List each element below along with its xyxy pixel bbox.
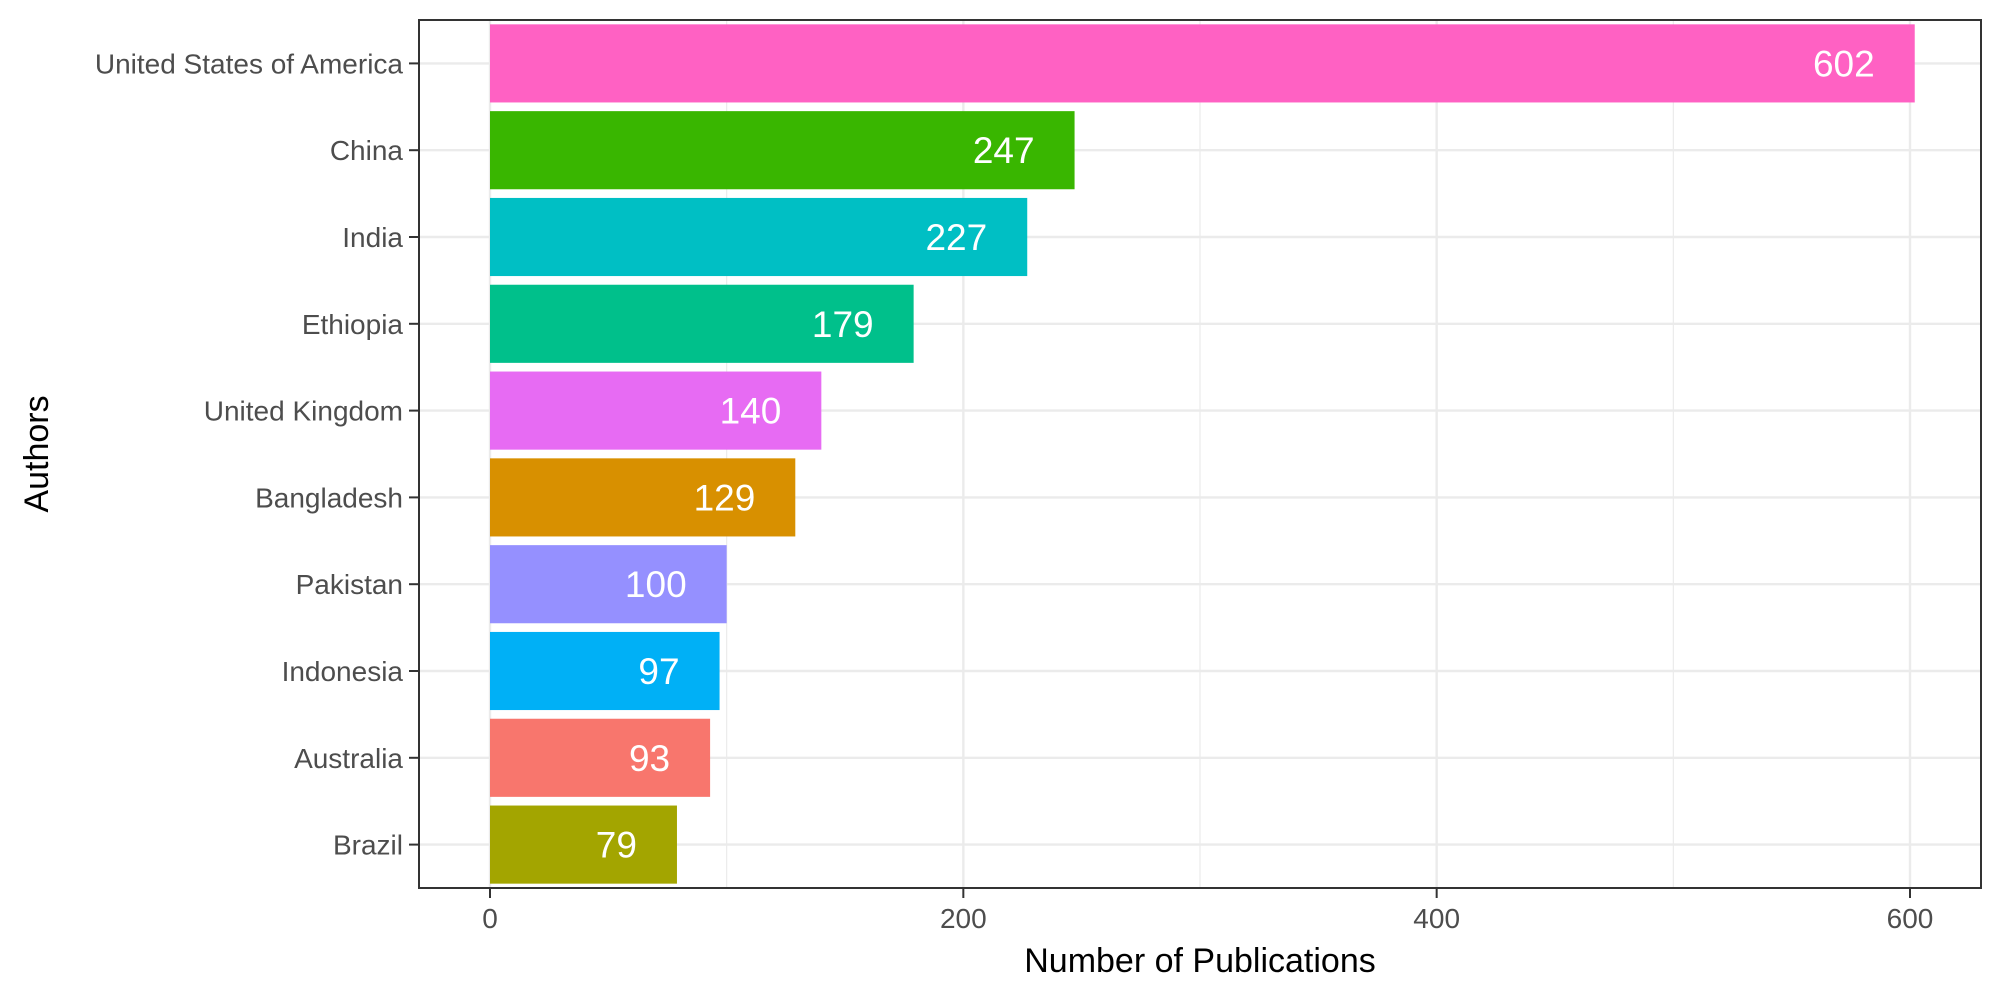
bar xyxy=(490,805,677,884)
y-axis-title: Authors xyxy=(18,395,56,512)
bar xyxy=(490,631,720,711)
x-tick-label: 200 xyxy=(940,903,987,934)
bar xyxy=(490,458,796,537)
x-axis: 0 200 400 600 xyxy=(482,888,1933,934)
bar-value-label: 97 xyxy=(638,651,679,692)
bar-value-label: 100 xyxy=(625,564,687,605)
y-tick-label: India xyxy=(342,222,403,253)
y-tick-label: Bangladesh xyxy=(255,482,403,513)
bar-value-label: 602 xyxy=(1813,43,1875,84)
y-tick-label: United Kingdom xyxy=(204,396,403,427)
y-tick-label: China xyxy=(330,135,404,166)
y-tick-label: Brazil xyxy=(333,830,403,861)
y-axis: United States of America China India Ethiop… xyxy=(95,48,419,861)
bar-value-label: 227 xyxy=(925,217,987,258)
x-tick-label: 600 xyxy=(1887,903,1934,934)
y-tick-label: Indonesia xyxy=(282,656,404,687)
bar xyxy=(490,284,914,363)
bar-value-label: 129 xyxy=(694,477,756,518)
plot-panel-border xyxy=(418,19,1982,889)
bar-value-label: 247 xyxy=(973,130,1035,171)
bars xyxy=(490,24,1915,884)
bar xyxy=(490,718,711,797)
bar xyxy=(490,371,822,450)
y-tick-label: Ethiopia xyxy=(302,309,404,340)
bar-value-label: 140 xyxy=(720,391,782,432)
bar-value-labels: 602 247 227 179 140 129 100 97 93 79 xyxy=(596,43,1875,865)
bar xyxy=(490,111,1075,190)
y-tick-label: United States of America xyxy=(95,48,404,79)
bar-value-label: 179 xyxy=(812,304,874,345)
bar xyxy=(490,24,1915,103)
x-tick-label: 400 xyxy=(1413,903,1460,934)
bar-value-label: 79 xyxy=(596,825,637,866)
x-tick-label: 0 xyxy=(482,903,498,934)
bar xyxy=(490,197,1028,277)
x-axis-title: Number of Publications xyxy=(1024,942,1376,980)
y-tick-label: Pakistan xyxy=(296,569,403,600)
bar-value-label: 93 xyxy=(629,738,670,779)
y-tick-label: Australia xyxy=(294,743,403,774)
bar xyxy=(490,545,727,624)
